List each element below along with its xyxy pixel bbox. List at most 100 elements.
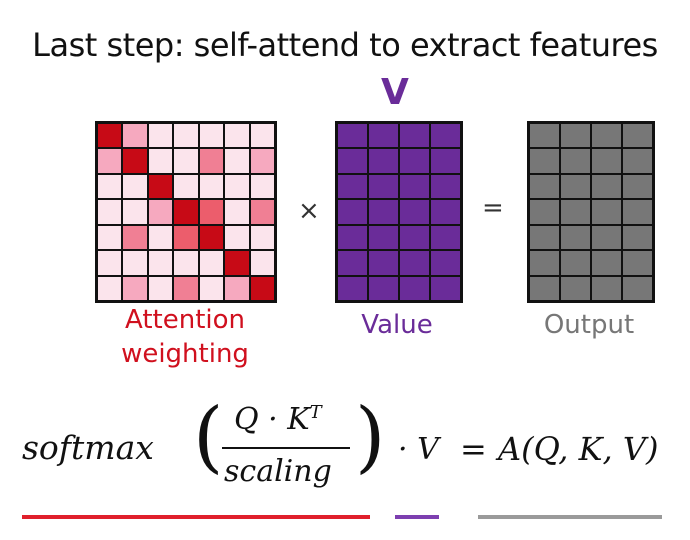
attention-caption-line2: weighting: [121, 339, 249, 369]
attention-cell: [198, 148, 225, 174]
attention-cell: [224, 275, 250, 301]
formula-numerator: Q · KT: [234, 402, 322, 437]
formula-right-paren: ): [355, 392, 386, 482]
attention-cell: [147, 173, 174, 200]
formula-result: A(Q, K, V): [498, 430, 659, 468]
output-cell: [560, 224, 591, 251]
attention-cell: [173, 224, 199, 251]
attention-cell: [122, 173, 148, 200]
output-underline: [478, 515, 662, 519]
value-cell: [399, 173, 430, 200]
output-cell: [560, 148, 591, 174]
output-cell: [591, 173, 622, 200]
output-cell: [591, 250, 622, 276]
attention-underline: [22, 515, 370, 519]
output-cell: [591, 224, 622, 251]
attention-cell: [224, 123, 250, 149]
formula-fraction-bar: [222, 447, 350, 449]
value-cell: [430, 250, 461, 276]
attention-cell: [173, 275, 199, 301]
value-cell: [368, 275, 399, 301]
attention-caption-line1: Attention: [125, 305, 245, 335]
attention-cell: [198, 224, 225, 251]
formula-softmax: softmax: [22, 428, 154, 467]
attention-cell: [198, 173, 225, 200]
attention-caption: Attention weighting: [95, 303, 275, 371]
output-cell: [622, 148, 653, 174]
equals-operator: =: [482, 193, 504, 223]
attention-matrix: [95, 121, 277, 303]
attention-cell: [122, 148, 148, 174]
attention-cell: [198, 275, 225, 301]
output-cell: [560, 123, 591, 149]
value-marker-v: V: [381, 72, 409, 113]
attention-cell: [173, 173, 199, 200]
attention-cell: [198, 123, 225, 149]
output-cell: [591, 275, 622, 301]
output-cell: [560, 199, 591, 225]
value-cell: [337, 123, 368, 149]
attention-formula: softmax ( Q · KT scaling ) · V = A(Q, K,…: [20, 392, 670, 502]
output-cell: [529, 275, 560, 301]
attention-cell: [249, 199, 275, 225]
output-cell: [529, 123, 560, 149]
output-cell: [529, 148, 560, 174]
value-cell: [368, 250, 399, 276]
attention-cell: [97, 224, 123, 251]
value-underline: [395, 515, 439, 519]
attention-cell: [122, 224, 148, 251]
attention-cell: [122, 123, 148, 149]
attention-cell: [224, 224, 250, 251]
attention-cell: [122, 275, 148, 301]
value-cell: [368, 148, 399, 174]
value-cell: [430, 224, 461, 251]
formula-dot-v: · V: [398, 432, 439, 467]
output-cell: [622, 224, 653, 251]
value-cell: [430, 199, 461, 225]
attention-cell: [122, 250, 148, 276]
attention-cell: [97, 173, 123, 200]
value-cell: [368, 199, 399, 225]
attention-cell: [147, 224, 174, 251]
formula-left-paren: (: [193, 392, 224, 482]
value-matrix: [335, 121, 463, 303]
output-caption: Output: [543, 310, 635, 340]
output-cell: [622, 123, 653, 149]
attention-cell: [173, 148, 199, 174]
value-cell: [337, 199, 368, 225]
attention-cell: [249, 250, 275, 276]
output-cell: [591, 199, 622, 225]
attention-cell: [173, 250, 199, 276]
output-cell: [529, 250, 560, 276]
attention-cell: [224, 250, 250, 276]
output-cell: [622, 199, 653, 225]
output-cell: [560, 250, 591, 276]
attention-cell: [198, 199, 225, 225]
output-cell: [622, 173, 653, 200]
output-cell: [622, 275, 653, 301]
value-cell: [337, 224, 368, 251]
attention-cell: [97, 275, 123, 301]
attention-cell: [147, 148, 174, 174]
value-caption: Value: [361, 310, 433, 340]
formula-denominator: scaling: [224, 454, 332, 489]
attention-cell: [97, 250, 123, 276]
output-cell: [529, 173, 560, 200]
attention-cell: [224, 199, 250, 225]
output-matrix: [527, 121, 655, 303]
multiply-operator: ×: [298, 196, 320, 226]
value-cell: [430, 123, 461, 149]
attention-cell: [249, 173, 275, 200]
value-cell: [430, 275, 461, 301]
value-cell: [430, 173, 461, 200]
value-cell: [337, 275, 368, 301]
output-cell: [591, 148, 622, 174]
value-cell: [368, 123, 399, 149]
value-cell: [399, 250, 430, 276]
attention-cell: [147, 250, 174, 276]
attention-cell: [173, 199, 199, 225]
output-cell: [591, 123, 622, 149]
attention-cell: [249, 123, 275, 149]
value-cell: [337, 173, 368, 200]
output-cell: [529, 199, 560, 225]
